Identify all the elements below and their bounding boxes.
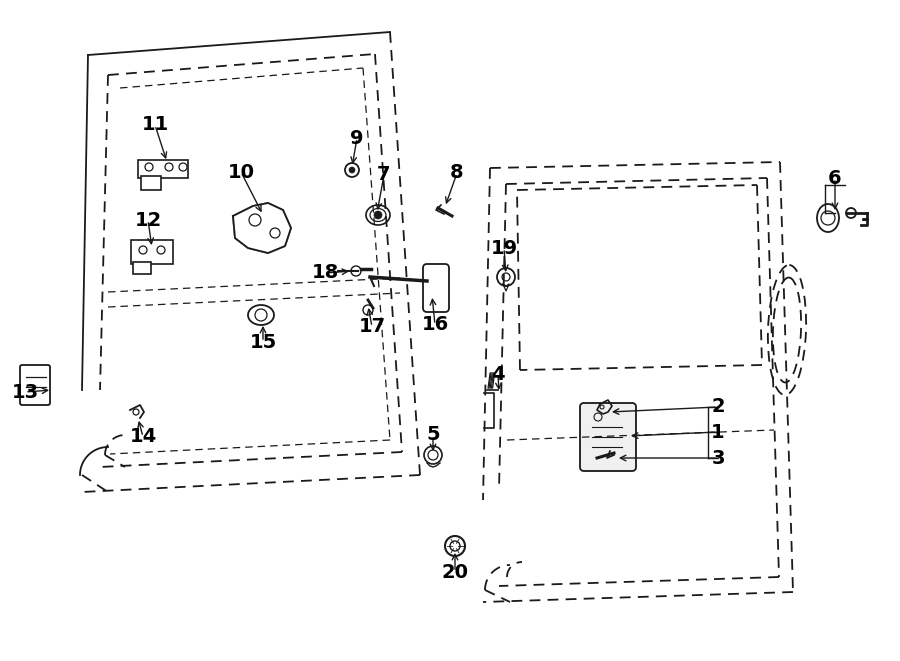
Circle shape: [363, 305, 373, 315]
Text: 18: 18: [311, 264, 338, 282]
Polygon shape: [233, 203, 291, 253]
Text: 14: 14: [130, 428, 157, 446]
FancyBboxPatch shape: [131, 240, 173, 264]
Text: 16: 16: [421, 315, 448, 334]
Circle shape: [349, 167, 355, 173]
Ellipse shape: [366, 205, 390, 225]
Text: 8: 8: [450, 163, 464, 182]
Ellipse shape: [248, 305, 274, 325]
Text: 11: 11: [141, 116, 168, 134]
Text: 9: 9: [350, 128, 364, 147]
Text: 10: 10: [228, 163, 255, 182]
Circle shape: [374, 211, 382, 219]
Text: 19: 19: [491, 239, 518, 258]
Circle shape: [345, 163, 359, 177]
Text: 3: 3: [711, 449, 724, 467]
Text: 7: 7: [377, 165, 391, 184]
Text: 17: 17: [358, 317, 385, 336]
FancyBboxPatch shape: [141, 176, 161, 190]
Text: 1: 1: [711, 422, 724, 442]
Text: 13: 13: [12, 383, 39, 401]
FancyBboxPatch shape: [133, 262, 151, 274]
Circle shape: [497, 268, 515, 286]
Text: 4: 4: [491, 364, 505, 383]
Text: 6: 6: [828, 169, 842, 188]
Text: 15: 15: [249, 332, 276, 352]
Circle shape: [445, 536, 465, 556]
Text: 20: 20: [442, 563, 469, 582]
FancyBboxPatch shape: [423, 264, 449, 312]
FancyBboxPatch shape: [580, 403, 636, 471]
FancyBboxPatch shape: [138, 160, 188, 178]
Text: 2: 2: [711, 397, 724, 416]
Ellipse shape: [817, 204, 839, 232]
Text: 5: 5: [427, 426, 440, 444]
Circle shape: [424, 446, 442, 464]
FancyBboxPatch shape: [20, 365, 50, 405]
Text: 12: 12: [134, 210, 162, 229]
Circle shape: [351, 266, 361, 276]
